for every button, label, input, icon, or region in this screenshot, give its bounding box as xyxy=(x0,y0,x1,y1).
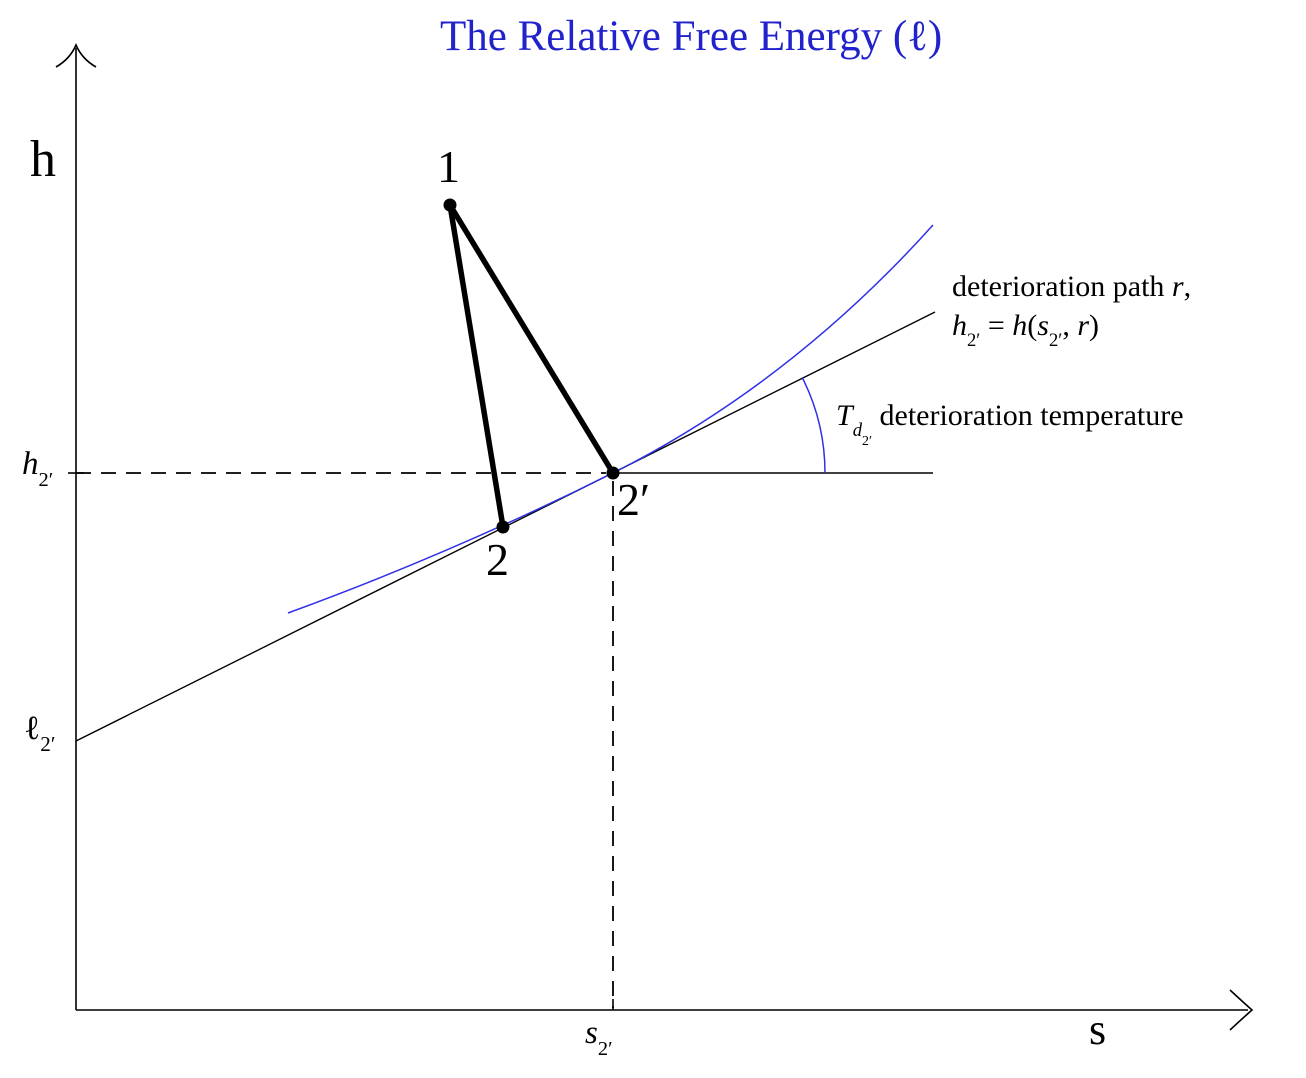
eq-equals: = xyxy=(987,309,1005,342)
deterioration-temperature-annotation: Td2′ deterioration temperature xyxy=(836,399,1184,448)
temp-text: deterioration temperature xyxy=(879,399,1184,432)
eq-close-paren: ) xyxy=(1089,309,1100,342)
path-var-r: r xyxy=(1171,270,1184,303)
path-text: deterioration path xyxy=(952,270,1165,303)
point-2-label: 2 xyxy=(486,534,509,585)
eq-rhs-base: h xyxy=(1012,309,1028,342)
h2prime-tick-sub: 2′ xyxy=(38,469,54,492)
point-2prime-label: 2′ xyxy=(617,474,651,525)
temp-subscript: d2′ xyxy=(852,420,872,448)
eq-var-r: r xyxy=(1077,309,1090,342)
point-1-label: 1 xyxy=(437,141,460,192)
deterioration-path-annotation: deterioration path r, h2′ = h(s2′, r) xyxy=(952,267,1191,350)
eq-open-paren: ( xyxy=(1027,309,1038,342)
path-comma: , xyxy=(1183,270,1192,303)
deterioration-path-equation: h2′ = h(s2′, r) xyxy=(952,306,1191,350)
s2prime-tick-label: s2′ xyxy=(585,1015,613,1059)
temp-subsub-2prime: 2′ xyxy=(861,433,873,449)
eq-s-base: s xyxy=(1037,309,1049,342)
s2prime-tick-sub: 2′ xyxy=(597,1038,613,1061)
y-axis-label: h xyxy=(30,131,56,188)
y-axis-arrowhead-icon xyxy=(55,42,97,68)
deterioration-path-line1: deterioration path r, xyxy=(952,267,1191,306)
process-line-1-2prime xyxy=(447,203,616,475)
point-2-marker xyxy=(496,520,510,534)
h2prime-tick-label: h2′ xyxy=(22,446,53,490)
ell2prime-tick-label: ℓ2′ xyxy=(24,710,55,755)
x-axis-label: s xyxy=(1089,1005,1107,1054)
h2prime-tick-base: h xyxy=(22,446,39,482)
ell2prime-tick-base: ℓ xyxy=(24,710,41,747)
eq-lhs-sub: 2′ xyxy=(967,330,981,352)
x-axis-arrowhead-icon xyxy=(1229,989,1254,1031)
eq-lhs-base: h xyxy=(952,309,967,342)
ell2prime-tick-sub: 2′ xyxy=(40,732,56,757)
point-2prime-marker xyxy=(606,466,620,480)
chart-title: The Relative Free Energy (ℓ) xyxy=(440,13,943,60)
temp-symbol-T: T xyxy=(836,399,853,432)
temp-sub-d: d xyxy=(852,420,862,442)
s2prime-tick-base: s xyxy=(585,1015,598,1051)
point-1-marker xyxy=(443,198,457,212)
eq-s-sub: 2′ xyxy=(1048,330,1063,352)
temperature-angle-arc xyxy=(801,377,826,474)
eq-comma: , xyxy=(1062,309,1070,342)
process-line-1-2 xyxy=(447,204,506,528)
